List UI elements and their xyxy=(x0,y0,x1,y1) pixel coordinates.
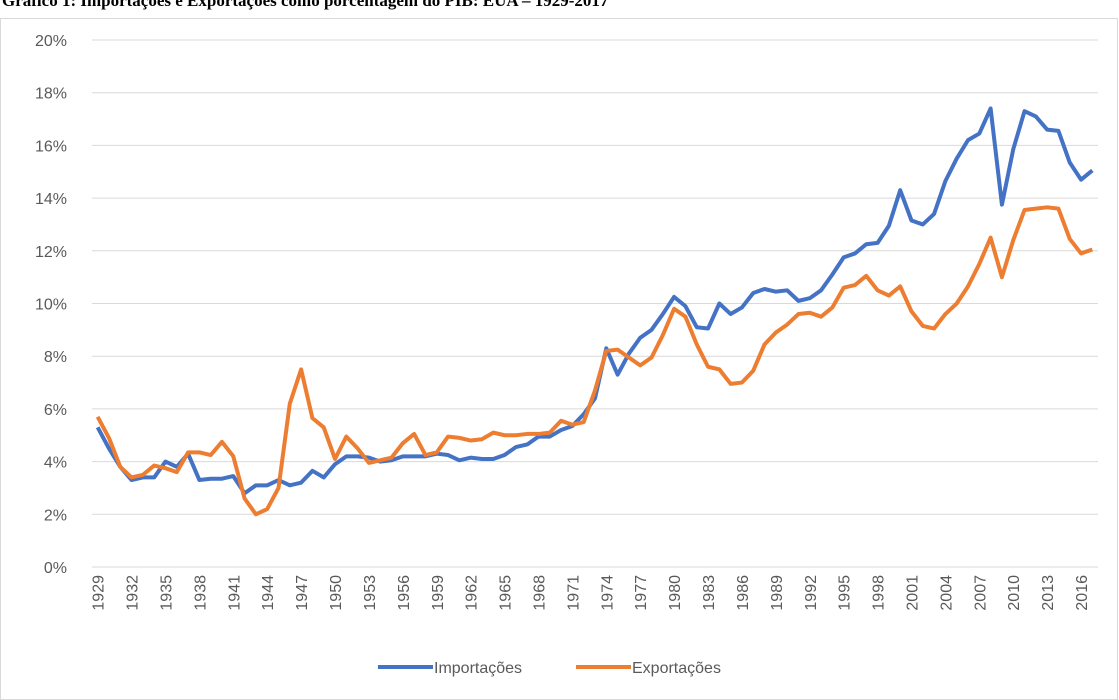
x-tick-label: 1965 xyxy=(498,575,515,611)
x-tick-label: 1989 xyxy=(769,575,786,611)
y-tick-label: 0% xyxy=(44,560,67,577)
x-tick-label: 1944 xyxy=(260,575,277,611)
y-tick-label: 18% xyxy=(35,86,67,103)
x-tick-label: 1983 xyxy=(701,575,718,611)
chart-title: Gráfico 1: Importações e Exportações com… xyxy=(2,0,609,10)
y-tick-label: 2% xyxy=(44,507,67,524)
x-tick-label: 1980 xyxy=(667,575,684,611)
x-tick-label: 1998 xyxy=(871,575,888,611)
x-tick-label: 1962 xyxy=(464,575,481,611)
x-tick-label: 2010 xyxy=(1006,575,1023,611)
x-tick-label: 1971 xyxy=(565,575,582,611)
x-tick-label: 1929 xyxy=(91,575,108,611)
x-tick-label: 1938 xyxy=(192,575,209,611)
series-line xyxy=(95,106,1094,496)
series-line xyxy=(95,205,1094,517)
x-tick-label: 1950 xyxy=(328,575,345,611)
x-tick-label: 1941 xyxy=(226,575,243,611)
x-tick-label: 1935 xyxy=(158,575,175,611)
y-tick-label: 10% xyxy=(35,297,67,314)
x-tick-label: 1959 xyxy=(430,575,447,611)
x-tick-label: 1968 xyxy=(531,575,548,611)
y-tick-label: 12% xyxy=(35,244,67,261)
y-tick-label: 4% xyxy=(44,455,67,472)
y-tick-label: 8% xyxy=(44,349,67,366)
x-tick-label: 1977 xyxy=(633,575,650,611)
x-tick-label: 1974 xyxy=(599,575,616,611)
x-tick-label: 1953 xyxy=(362,575,379,611)
x-tick-label: 1986 xyxy=(735,575,752,611)
legend-label: Exportações xyxy=(632,660,721,677)
chart-border xyxy=(0,18,1118,700)
x-tick-label: 2001 xyxy=(904,575,921,611)
x-tick-label: 2004 xyxy=(938,575,955,611)
x-tick-label: 1956 xyxy=(396,575,413,611)
y-tick-label: 16% xyxy=(35,138,67,155)
x-tick-label: 1995 xyxy=(837,575,854,611)
x-tick-label: 1932 xyxy=(125,575,142,611)
y-tick-label: 6% xyxy=(44,402,67,419)
legend-label: Importações xyxy=(434,660,522,677)
x-tick-label: 1947 xyxy=(294,575,311,611)
x-tick-label: 2016 xyxy=(1074,575,1091,611)
x-tick-label: 2013 xyxy=(1040,575,1057,611)
x-tick-label: 2007 xyxy=(972,575,989,611)
y-tick-label: 14% xyxy=(35,191,67,208)
x-tick-label: 1992 xyxy=(803,575,820,611)
y-tick-label: 20% xyxy=(35,33,67,50)
